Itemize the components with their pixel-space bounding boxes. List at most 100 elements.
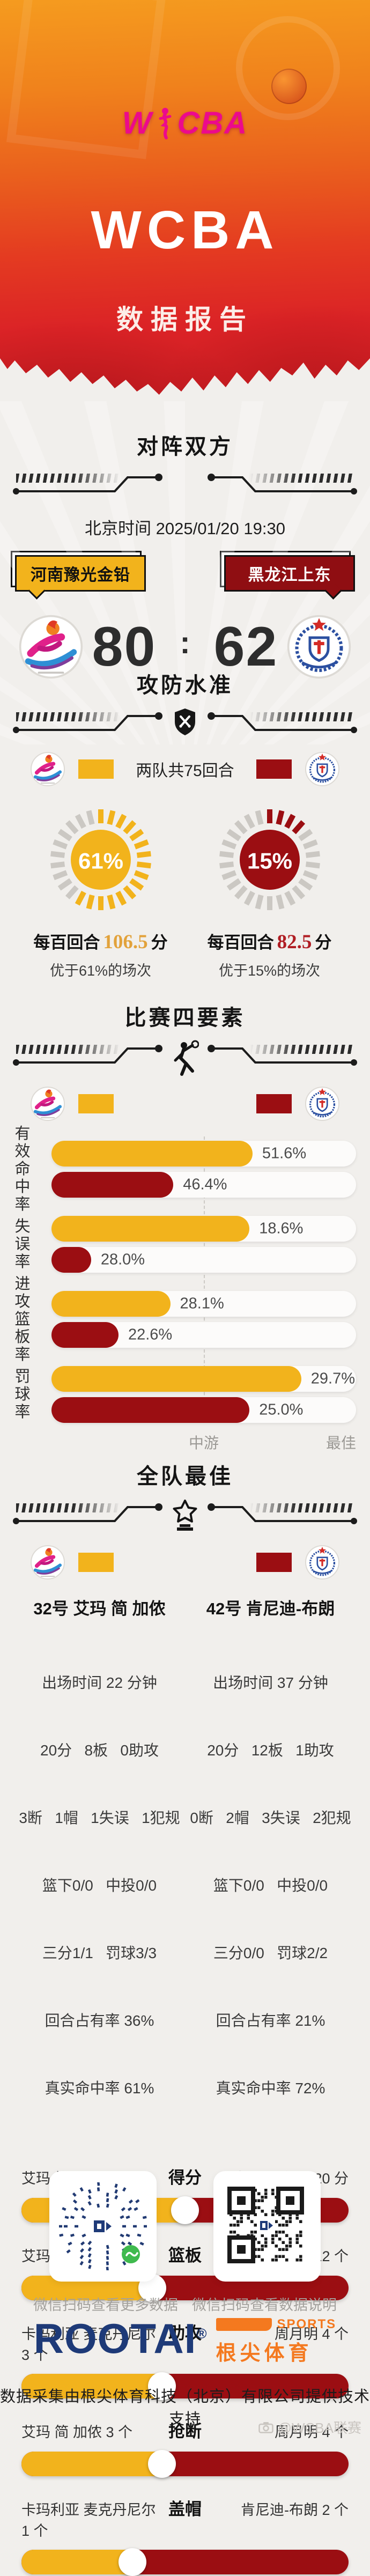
away-team-logo bbox=[286, 613, 352, 681]
rootai-logo-right: SPORTS 根尖体育 bbox=[216, 2313, 337, 2366]
svg-text:61%: 61% bbox=[78, 848, 123, 874]
watermark: @WCBA联赛 bbox=[258, 2417, 361, 2437]
wcba-logo-cba: CBA bbox=[177, 106, 248, 141]
per100-prefix: 每百回合 bbox=[33, 933, 100, 952]
bar-fill-home bbox=[51, 1216, 250, 1242]
hatch-right bbox=[250, 712, 354, 721]
hatch-right bbox=[250, 1503, 354, 1512]
stat-line: 篮下0/0 中投0/0 bbox=[42, 1877, 157, 1894]
team-best-team-strip bbox=[0, 1545, 370, 1580]
bar-value-away: 22.6% bbox=[128, 1326, 173, 1344]
stat-line: 三分0/0 罚球2/2 bbox=[213, 1945, 328, 1961]
basketball-decor bbox=[271, 69, 307, 104]
bar-track-home: 28.1% bbox=[51, 1291, 356, 1317]
away-team-logo bbox=[305, 751, 340, 787]
factor-row-orb: 进攻篮板率 28.1% 22.6% bbox=[12, 1275, 356, 1364]
away-player-stats: 出场时间 37 分钟 20分 12板 1助攻 0断 2帽 3失误 2犯规 篮下0… bbox=[185, 1627, 356, 2145]
best-player-stats: 出场时间 22 分钟 20分 8板 0助攻 3断 1帽 1失误 1犯规 篮下0/… bbox=[0, 1627, 370, 2145]
away-player-name: 42号 肯尼迪-布朗 bbox=[206, 1599, 335, 1618]
wcba-logo-player-icon bbox=[159, 107, 172, 139]
wcba-logo-w: W bbox=[122, 106, 153, 141]
compare-right-text: 周月明 4 个 bbox=[274, 2424, 349, 2440]
bar-track-away: 28.0% bbox=[51, 1247, 356, 1273]
wechat-miniprogram-code bbox=[59, 2182, 147, 2270]
bar-value-home: 29.7% bbox=[310, 1370, 355, 1387]
stat-line: 0断 2帽 3失误 2犯规 bbox=[190, 1810, 351, 1826]
home-color-swatch bbox=[78, 1553, 114, 1572]
four-factors-title: 比赛四要素 bbox=[124, 1006, 246, 1030]
four-factors-team-strip bbox=[0, 1086, 370, 1121]
stat-line: 20分 8板 0助攻 bbox=[40, 1742, 159, 1759]
stat-line: 真实命中率 61% bbox=[45, 2080, 154, 2097]
wcba-data-report: { "hero": { "logo_w": "W", "logo_cba": "… bbox=[0, 0, 370, 2444]
compare-slider bbox=[21, 2548, 349, 2576]
stat-line: 出场时间 37 分钟 bbox=[213, 1674, 328, 1691]
divider-four-factors bbox=[0, 1038, 370, 1076]
compare-knob bbox=[148, 2450, 176, 2478]
compare-head: 卡玛利亚 麦克丹尼尔 1 个 盖帽 肯尼迪-布朗 2 个 bbox=[21, 2496, 349, 2540]
factor-label: 进攻篮板率 bbox=[12, 1275, 29, 1364]
section-footer: ROOTAI® SPORTS 根尖体育 数据采集由根尖体育科技（北京）有限公司提… bbox=[0, 2313, 370, 2429]
registered-mark: ® bbox=[196, 2326, 208, 2342]
bar-value-away: 25.0% bbox=[259, 1401, 304, 1419]
stat-line: 回合占有率 21% bbox=[216, 2012, 325, 2029]
home-color-swatch bbox=[78, 759, 114, 779]
factor-label: 失误率 bbox=[12, 1217, 29, 1271]
bar-track-away: 25.0% bbox=[51, 1397, 356, 1423]
home-score: 80 bbox=[92, 615, 157, 678]
compare-blocks: 卡玛利亚 麦克丹尼尔 1 个 盖帽 肯尼迪-布朗 2 个 bbox=[21, 2476, 349, 2576]
watermark-text: @WCBA联赛 bbox=[277, 2420, 361, 2436]
away-color-swatch bbox=[256, 759, 292, 779]
camera-icon bbox=[258, 2422, 273, 2433]
away-color-swatch bbox=[256, 1094, 292, 1113]
home-gauge-block: 61% 每百回合 106.5 分 优于61%的场次 bbox=[20, 803, 181, 980]
docs-qr-card bbox=[213, 2171, 321, 2282]
compare-slider bbox=[21, 2372, 349, 2400]
stat-line: 回合占有率 36% bbox=[45, 2012, 154, 2029]
hatch-right bbox=[250, 474, 354, 483]
divider-line bbox=[13, 712, 357, 733]
hatch-right bbox=[250, 1045, 354, 1054]
matchup-title: 对阵双方 bbox=[137, 435, 233, 459]
stat-line: 3断 1帽 1失误 1犯规 bbox=[19, 1810, 180, 1826]
bar-track-away: 46.4% bbox=[51, 1172, 356, 1198]
compare-metric-label: 抢断 bbox=[168, 2422, 202, 2441]
compare-metric-label: 篮板 bbox=[168, 2246, 202, 2265]
divider-matchup bbox=[0, 467, 370, 501]
score-row: 80 : 62 bbox=[0, 613, 370, 681]
rootai-chinese-name: 根尖体育 bbox=[216, 2342, 313, 2365]
tech-support-note: 数据采集由根尖体育科技（北京）有限公司提供技术支持 bbox=[0, 2388, 370, 2428]
home-team-logo bbox=[18, 613, 84, 681]
compare-assists: 卡玛利亚 麦克丹尼尔 3 个 助攻 周月明 4 个 bbox=[21, 2300, 349, 2400]
away-gauge-block: 15% 每百回合 82.5 分 优于15%的场次 bbox=[189, 803, 350, 980]
axis-label-median: 中游 bbox=[188, 1435, 219, 1451]
bar-value-home: 28.1% bbox=[180, 1295, 224, 1312]
away-percentile-note: 优于15%的场次 bbox=[218, 963, 321, 979]
divider-line bbox=[13, 474, 357, 494]
hatch-left bbox=[16, 1045, 120, 1054]
away-team-banner: 黑龙江上东 bbox=[224, 555, 355, 592]
bar-value-home: 18.6% bbox=[259, 1220, 304, 1237]
divider-team-best bbox=[0, 1496, 370, 1531]
section-pace: 攻防水准 两队共75回合 61% bbox=[0, 668, 370, 980]
hatch-left bbox=[16, 712, 120, 721]
compare-metric-label: 盖帽 bbox=[168, 2500, 202, 2519]
bar-value-away: 28.0% bbox=[100, 1251, 145, 1268]
team-best-title: 全队最佳 bbox=[137, 1465, 233, 1488]
bar-fill-away bbox=[51, 1322, 119, 1348]
rootai-logo: ROOTAI® SPORTS 根尖体育 bbox=[0, 2313, 370, 2366]
page-title: WCBA bbox=[91, 200, 279, 260]
compare-right-text: 肯尼迪-布朗 2 个 bbox=[240, 2502, 349, 2518]
home-team-logo bbox=[30, 751, 65, 787]
compare-slider bbox=[21, 2450, 349, 2478]
axis-label-best: 最佳 bbox=[325, 1435, 356, 1451]
divider-pace bbox=[0, 705, 370, 740]
divider-line bbox=[13, 1045, 357, 1066]
shield-swords-icon bbox=[173, 707, 197, 739]
data-docs-qr-code bbox=[227, 2187, 304, 2263]
best-player-names: 32号 艾玛 简 加侬 42号 肯尼迪-布朗 bbox=[0, 1595, 370, 1619]
stat-line: 篮下0/0 中投0/0 bbox=[213, 1877, 328, 1894]
bar-fill-away bbox=[51, 1247, 91, 1273]
pace-title: 攻防水准 bbox=[137, 674, 233, 697]
stat-line: 三分1/1 罚球3/3 bbox=[42, 1945, 157, 1961]
